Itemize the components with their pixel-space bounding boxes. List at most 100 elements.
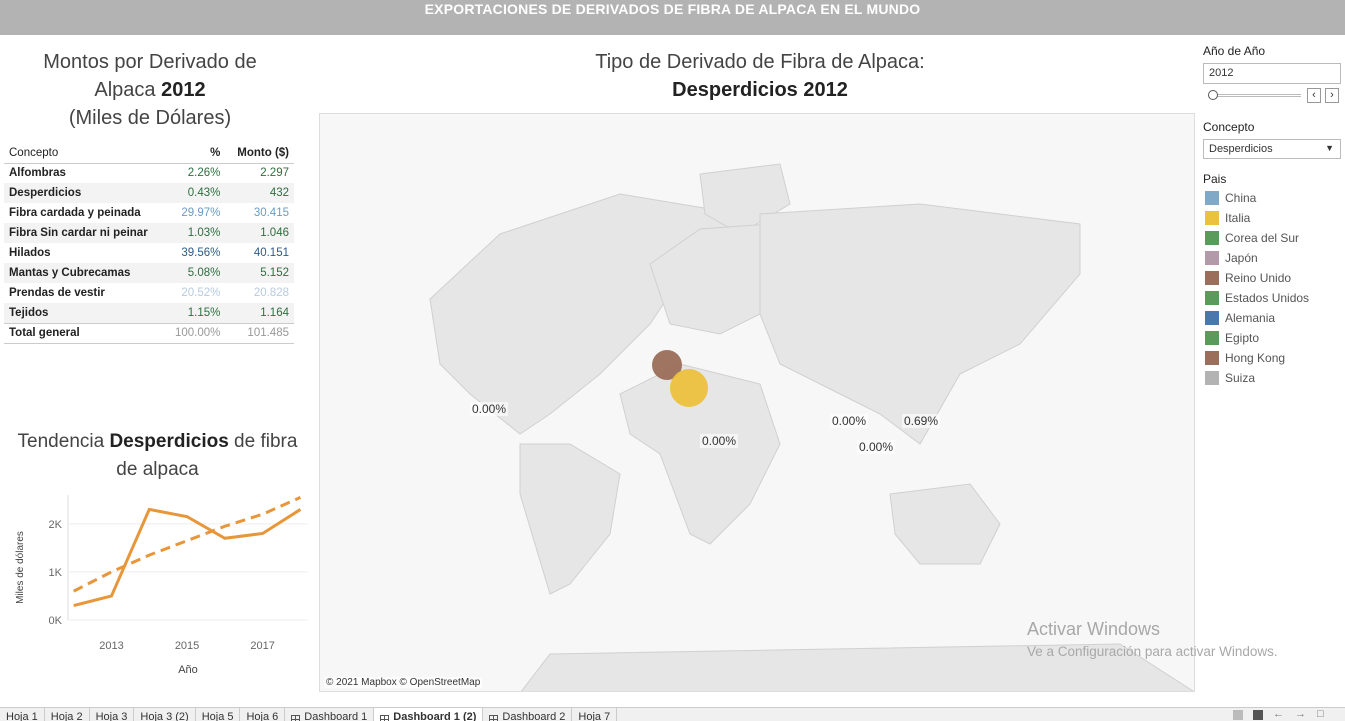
legend-item[interactable]: Italia <box>1205 211 1250 227</box>
cell-pct: 2.26% <box>187 167 221 180</box>
cell-amount: 1.164 <box>225 303 294 323</box>
y-tick-label: 0K <box>49 615 63 627</box>
table-row[interactable]: Mantas y Cubrecamas 5.08% 5.152 <box>4 263 294 283</box>
cell-pct: 5.08% <box>163 263 226 283</box>
cell-amount: 2.297 <box>260 167 289 180</box>
trend-title-pre: Tendencia <box>17 431 110 452</box>
year-next-button[interactable]: › <box>1325 88 1339 103</box>
sheet-tab[interactable]: Dashboard 1 <box>285 708 375 721</box>
cell-amount: 101.485 <box>225 322 294 344</box>
table-row[interactable]: Tejidos 1.15% 1.164 <box>4 303 294 323</box>
cell-pct: 39.56% <box>181 247 221 259</box>
legend-item[interactable]: China <box>1205 191 1256 207</box>
sheet-tab-bar: Hoja 1 Hoja 2 Hoja 3 Hoja 3 (2) Hoja 5 Hoja 6… <box>0 707 1345 721</box>
legend-label: Reino Unido <box>1225 271 1292 285</box>
legend-item[interactable]: Alemania <box>1205 311 1275 327</box>
legend-item[interactable]: Estados Unidos <box>1205 291 1309 307</box>
sheet-tab[interactable]: Hoja 5 <box>196 708 241 721</box>
fullscreen-icon[interactable]: □ <box>1317 708 1324 720</box>
dashboard-icon <box>291 714 301 721</box>
cell-pct: 0.43% <box>163 183 226 203</box>
trend-line <box>72 496 302 593</box>
legend-label: Egipto <box>1225 331 1260 345</box>
amounts-title-line3: (Miles de Dólares) <box>68 107 232 129</box>
year-slider-knob[interactable] <box>1208 90 1218 100</box>
table-row[interactable]: Fibra Sin cardar ni peinar 1.03% 1.046 <box>4 223 294 243</box>
italy-bubble[interactable] <box>670 369 708 407</box>
legend-swatch <box>1205 211 1219 225</box>
cell-pct: 20.52% <box>181 287 221 299</box>
cell-pct: 1.03% <box>163 223 226 243</box>
col-pct: % <box>163 143 226 164</box>
cell-concept: Prendas de vestir <box>9 287 105 299</box>
australia-shape <box>889 483 1001 565</box>
cell-amount: 30.415 <box>253 207 289 219</box>
dashboard-icon <box>380 714 390 721</box>
legend-swatch <box>1205 311 1219 325</box>
sheet-tab[interactable]: Dashboard 1 (2) <box>374 708 484 721</box>
sheet-tab[interactable]: Hoja 2 <box>45 708 90 721</box>
table-row[interactable]: Alfombras 2.26% 2.297 <box>4 163 294 183</box>
table-row[interactable]: Total general 100.00% 101.485 <box>4 322 294 344</box>
legend-label: Japón <box>1225 251 1258 265</box>
legend-item[interactable]: Corea del Sur <box>1205 231 1299 247</box>
legend-item[interactable]: Suiza <box>1205 371 1255 387</box>
next-tab-icon[interactable]: → <box>1295 708 1306 720</box>
sheet-tab-label: Hoja 5 <box>201 711 234 721</box>
sheet-tab[interactable]: Hoja 3 <box>90 708 135 721</box>
y-axis-label: Miles de dólares <box>15 531 26 604</box>
legend-item[interactable]: Japón <box>1205 251 1258 267</box>
world-map[interactable]: 0.00% 0.00% 0.00% 0.00% 0.69% © 2021 Mapbox … <box>319 113 1195 692</box>
chevron-down-icon: ▼ <box>1325 143 1334 153</box>
sheet-tab[interactable]: Hoja 6 <box>240 708 286 721</box>
sheet-tab-label: Hoja 1 <box>6 711 38 721</box>
table-row[interactable]: Prendas de vestir 20.52% 20.828 <box>4 283 294 303</box>
table-row[interactable]: Desperdicios 0.43% 432 <box>4 183 294 203</box>
legend-swatch <box>1205 271 1219 285</box>
x-axis-label: Año <box>178 664 198 676</box>
trend-title: Tendencia Desperdicios de fibra de alpac… <box>5 428 310 484</box>
cell-concept: Hilados <box>9 247 51 259</box>
legend-label: Alemania <box>1225 311 1276 325</box>
legend-item[interactable]: Reino Unido <box>1205 271 1291 287</box>
world-map-canvas[interactable] <box>320 114 1195 692</box>
sheet-tab[interactable]: Dashboard 2 <box>483 708 573 721</box>
sheet-tab[interactable]: Hoja 3 (2) <box>134 708 196 721</box>
prev-tab-icon[interactable]: ← <box>1273 708 1284 720</box>
table-row[interactable]: Fibra cardada y peinada 29.97% 30.415 <box>4 203 294 223</box>
legend-item[interactable]: Egipto <box>1205 331 1259 347</box>
concept-dropdown[interactable]: Desperdicios ▼ <box>1203 139 1341 159</box>
trend-title-line2: de alpaca <box>116 459 199 480</box>
year-slider-track[interactable] <box>1213 94 1301 97</box>
sheet-tab[interactable]: Hoja 7 <box>572 708 618 721</box>
activate-windows-text: Ve a Configuración para activar Windows. <box>1027 644 1278 659</box>
legend-swatch <box>1205 251 1219 265</box>
sheet-tab-label: Hoja 3 <box>95 711 128 721</box>
data-line <box>73 507 302 608</box>
tab-navigation-controls[interactable]: ← → □ <box>1225 707 1345 721</box>
year-filter-input[interactable]: 2012 <box>1203 63 1341 84</box>
cell-pct: 1.15% <box>163 303 226 323</box>
map-label-india: 0.00% <box>830 414 869 428</box>
uk-bubble[interactable] <box>652 350 682 380</box>
map-attribution[interactable]: © 2021 Mapbox © OpenStreetMap <box>324 677 483 688</box>
sheet-tab[interactable]: Hoja 1 <box>0 708 45 721</box>
show-sheets-icon[interactable] <box>1233 710 1243 720</box>
dashboard-icon <box>489 714 499 721</box>
legend-item[interactable]: Hong Kong <box>1205 351 1285 367</box>
trend-title-post: de fibra <box>228 431 298 452</box>
year-filter-label: Año de Año <box>1203 44 1266 58</box>
grid-view-icon[interactable] <box>1253 710 1263 720</box>
legend-label: Corea del Sur <box>1225 231 1300 245</box>
table-row[interactable]: Hilados 39.56% 40.151 <box>4 243 294 263</box>
col-amount: Monto ($) <box>225 143 294 164</box>
sheet-tab-label: Dashboard 1 (2) <box>393 711 477 721</box>
country-legend-label: Pais <box>1203 172 1227 186</box>
legend-swatch <box>1205 331 1219 345</box>
table-header-row: Concepto % Monto ($) <box>4 143 294 164</box>
year-prev-button[interactable]: ‹ <box>1307 88 1321 103</box>
col-concept: Concepto <box>4 143 164 164</box>
map-label-egypt: 0.00% <box>700 434 739 448</box>
x-tick-label: 2013 <box>99 640 123 652</box>
trend-line-chart[interactable]: 0K 1K 2K 2013 2015 2017 Año Miles de dólares <box>0 485 315 685</box>
